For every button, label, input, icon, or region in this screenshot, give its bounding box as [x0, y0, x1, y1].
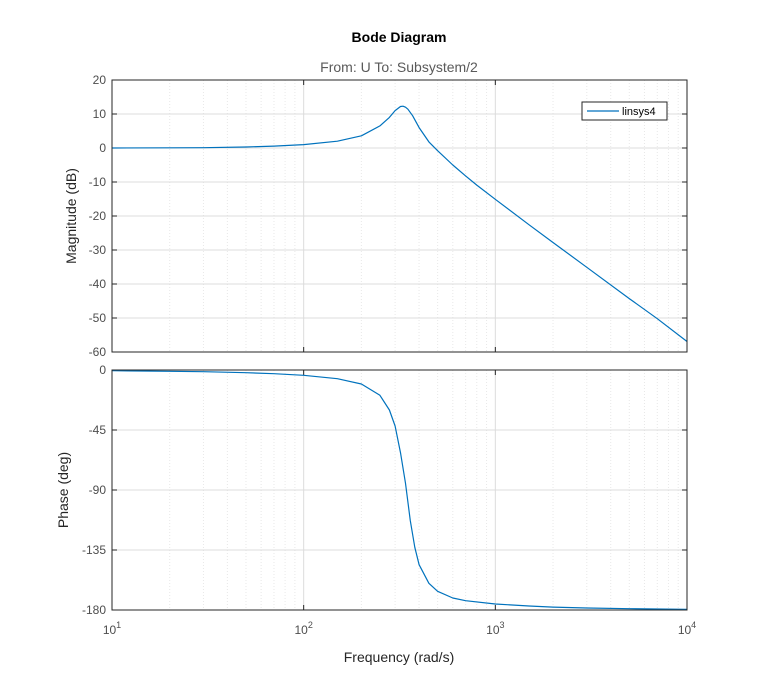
chart-subtitle: From: U To: Subsystem/2: [320, 59, 478, 75]
magnitude-y-tick-label: -50: [89, 311, 107, 325]
chart-title: Bode Diagram: [352, 29, 447, 45]
legend-entry: linsys4: [622, 106, 656, 118]
phase-y-tick-label: -135: [82, 543, 106, 557]
phase-y-tick-label: -45: [89, 423, 107, 437]
magnitude-y-axis-label: Magnitude (dB): [63, 168, 79, 264]
x-tick-label: 104: [678, 620, 696, 637]
x-tick-label: 102: [294, 620, 312, 637]
magnitude-series-line: [111, 105, 688, 342]
magnitude-y-tick-label: -40: [89, 277, 107, 291]
phase-y-axis-label: Phase (deg): [55, 452, 71, 528]
magnitude-y-tick-label: -10: [89, 175, 107, 189]
phase-y-tick-label: -180: [82, 603, 106, 617]
magnitude-y-tick-label: 0: [99, 141, 106, 155]
phase-panel: 0 -45 -90 -135 -180 Phase (deg): [55, 363, 688, 617]
magnitude-y-tick-label: 20: [93, 73, 107, 87]
phase-y-tick-label: -90: [89, 483, 107, 497]
magnitude-y-tick-label: -20: [89, 209, 107, 223]
magnitude-panel: 20 10 0 -10 -20 -30 -40 -50 -60 Magnitude (dB) lin…: [63, 73, 688, 359]
x-tick-label: 101: [103, 620, 121, 637]
magnitude-y-tick-label: -30: [89, 243, 107, 257]
magnitude-axes-box: [111, 79, 688, 353]
x-axis-label: Frequency (rad/s): [344, 649, 454, 665]
phase-series-line: [111, 370, 688, 610]
phase-y-tick-label: 0: [99, 363, 106, 377]
magnitude-y-tick-label: -60: [89, 345, 107, 359]
legend-box: [581, 101, 668, 121]
x-tick-label: 103: [486, 620, 504, 637]
legend: linsys4: [581, 101, 668, 121]
magnitude-y-tick-label: 10: [93, 107, 107, 121]
x-tick-labels: 101 102 103 104: [103, 620, 696, 637]
phase-axes-box: [111, 369, 688, 611]
